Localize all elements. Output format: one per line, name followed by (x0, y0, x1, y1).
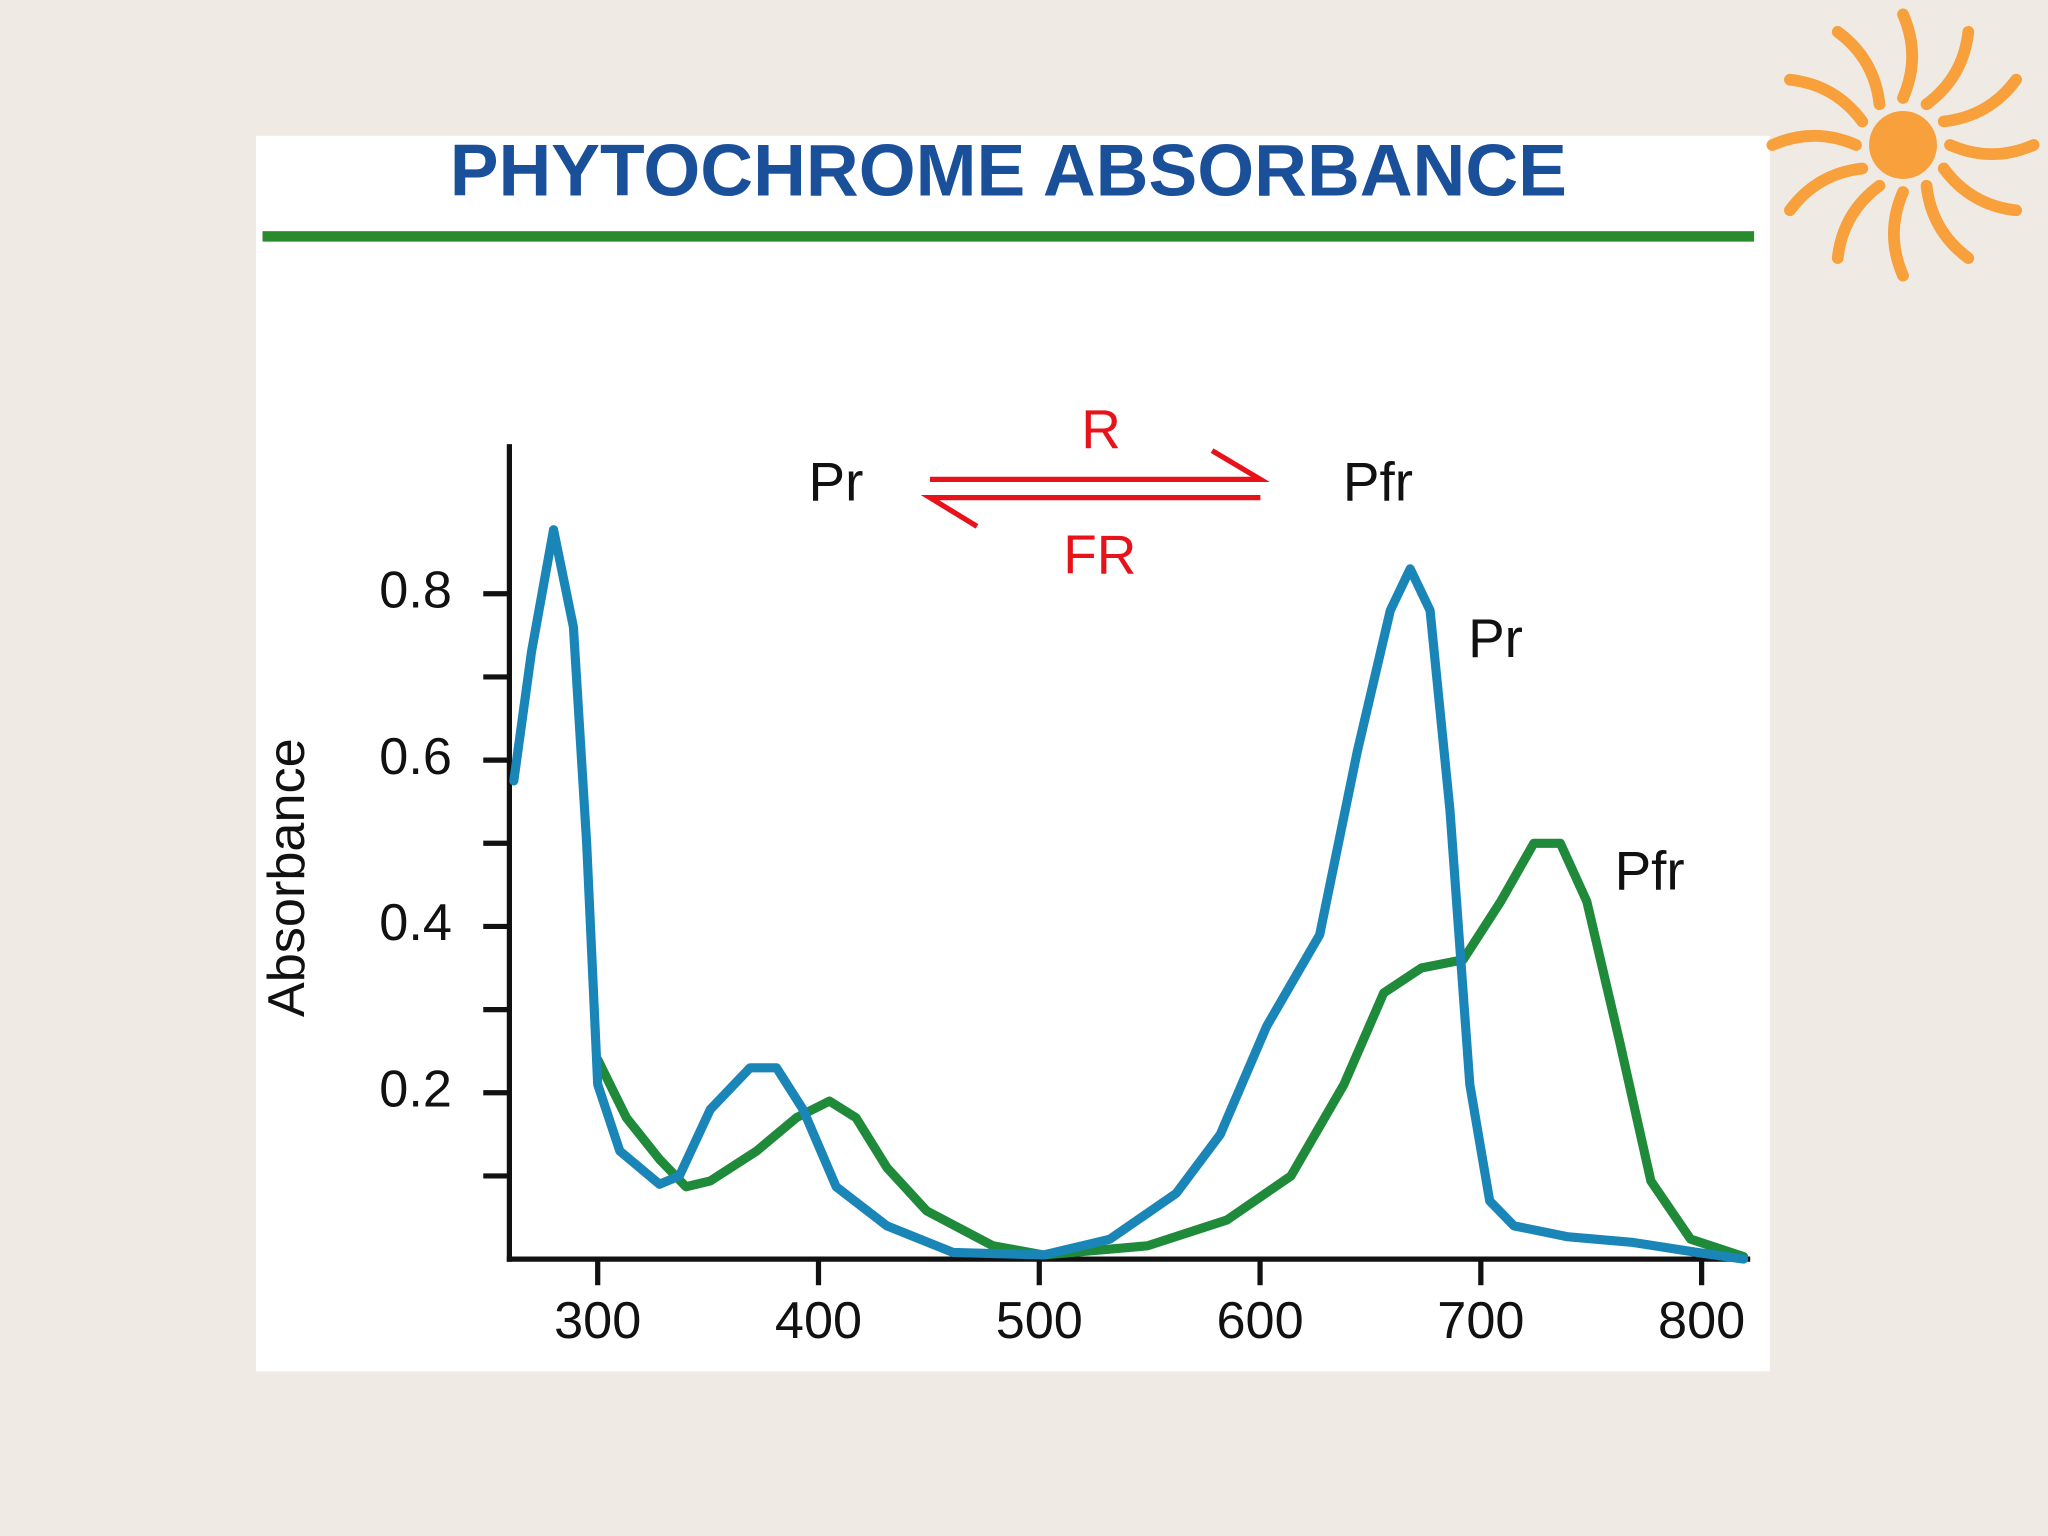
series-label: Pfr (1615, 840, 1685, 902)
series-line (509, 525, 1749, 1264)
x-tick-label: 400 (775, 1292, 862, 1350)
sun-ray (1920, 25, 1975, 111)
product-label: Pfr (1343, 450, 1413, 512)
y-axis-label: Absorbance (258, 738, 316, 1017)
sun-ray (1784, 73, 1869, 128)
y-tick-label: 0.2 (379, 1061, 452, 1119)
x-tick-label: 600 (1216, 1292, 1303, 1350)
reaction-arrows (920, 448, 1270, 529)
sun-ray (1920, 179, 1975, 264)
sun-ray (1831, 25, 1886, 111)
sun-ray (1937, 73, 2023, 128)
series-label: Pr (1468, 607, 1523, 669)
y-tick-label: 0.4 (379, 894, 452, 952)
sun-ray (1944, 139, 2040, 160)
x-tick-label: 700 (1437, 1292, 1524, 1350)
sun-ray (1937, 162, 2023, 217)
sun-ray (1766, 129, 1862, 151)
sun-icon (1766, 8, 2040, 282)
y-tick-label: 0.8 (379, 562, 452, 620)
x-tick-label: 300 (554, 1292, 641, 1350)
panel (256, 135, 1770, 1372)
title-rule (262, 231, 1755, 242)
x-tick-label: 800 (1658, 1292, 1745, 1350)
reverse-label: FR (1063, 524, 1136, 586)
x-tick-label: 500 (996, 1292, 1083, 1350)
sun-ray (1888, 186, 1909, 282)
reactant-label: Pr (808, 450, 863, 512)
chart-title: PHYTOCHROME ABSORBANCE (450, 131, 1567, 212)
sun-ray (1784, 162, 1869, 217)
sun-ray (1831, 179, 1886, 264)
sun-ray (1897, 8, 1919, 104)
forward-label: R (1081, 398, 1121, 460)
y-tick-label: 0.6 (379, 728, 452, 786)
series-line (593, 838, 1749, 1262)
